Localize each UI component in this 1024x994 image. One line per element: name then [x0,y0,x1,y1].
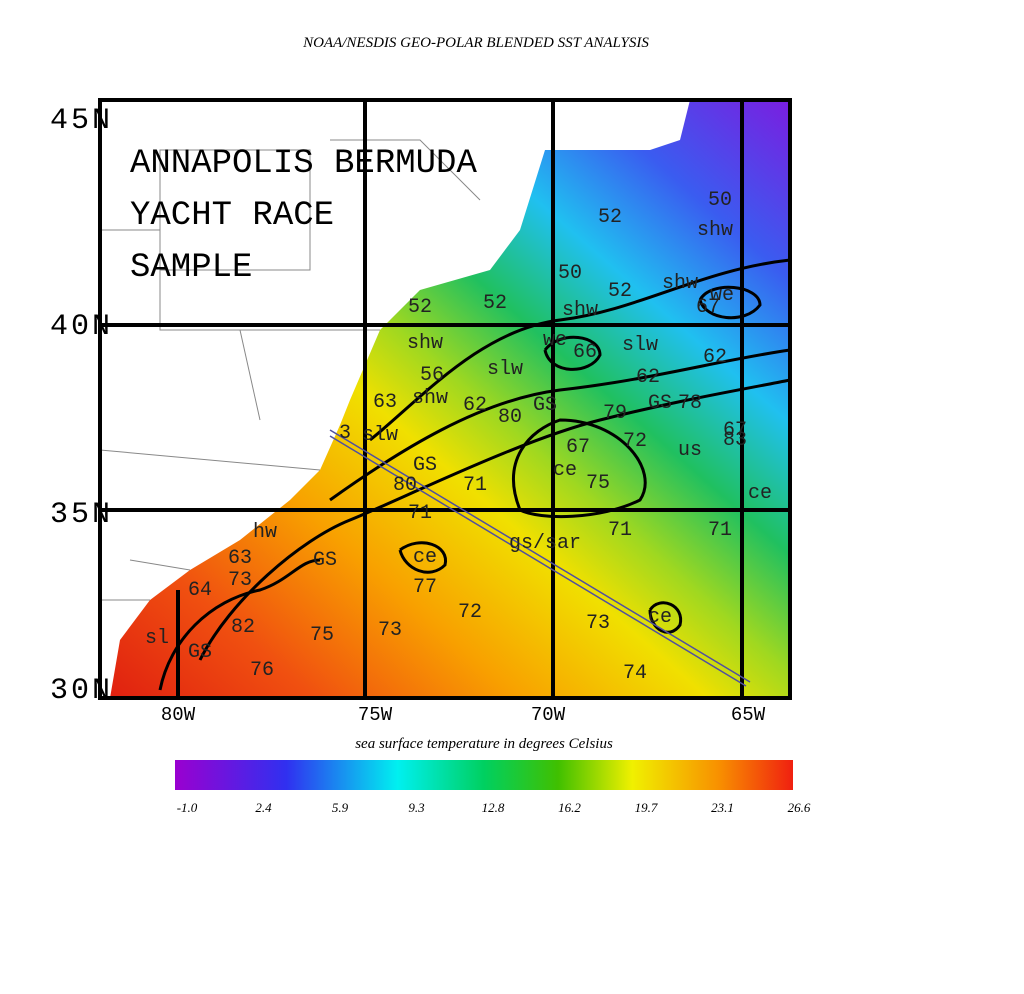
contour-label: shw [697,219,733,242]
contour-label: 71 [463,474,487,497]
contour-label: 76 [250,659,274,682]
ocean [110,100,790,698]
latitude-label: 45N [50,104,113,138]
colorbar-label: 26.6 [788,800,811,815]
contour-label: 52 [483,292,507,315]
grid [100,100,790,698]
contour-label: we [543,329,567,352]
colorbar-label: 23.1 [711,800,734,815]
latitude-label: 40N [50,310,113,344]
colorbar-label: 12.8 [482,800,505,815]
colorbar-label: 5.9 [332,800,349,815]
longitude-label: 75W [358,704,393,726]
contour-label: 64 [188,579,212,602]
contour-label: 63 [228,547,252,570]
longitude-label: 80W [161,704,196,726]
axis-labels: 45N 40N 35N 30N 80W 75W 70W 65W [50,104,766,726]
colorbar-label: 16.2 [558,800,581,815]
contour-label: 80 [393,474,417,497]
contour-label: hw [253,521,277,544]
colorbar-labels: -1.0 2.4 5.9 9.3 12.8 16.2 19.7 23.1 26.6 [177,800,811,815]
contour-label: 50 [708,189,732,212]
title: NOAA/NESDIS GEO-POLAR BLENDED SST ANALYS… [302,35,649,51]
contour-label: 83 [723,429,747,452]
contour-label: 78 [678,392,702,415]
colorbar-title: sea surface temperature in degrees Celsi… [355,736,613,752]
contour-label: 72 [458,601,482,624]
contour-label: 73 [586,612,610,635]
contour-label: 79 [603,402,627,425]
overlay-line: ANNAPOLIS BERMUDA [130,145,477,183]
contour-label: shw [562,299,598,322]
contour-label: ce [553,459,577,482]
contour-label: 74 [623,662,647,685]
contour-label: 82 [231,616,255,639]
contour-label: sl [145,627,169,650]
contour-label: 71 [608,519,632,542]
contour-label: GS [313,549,337,572]
contour-label: GS [188,641,212,664]
overlay-line: SAMPLE [130,249,252,287]
contour-label: ce [748,482,772,505]
contour-label: us [678,439,702,462]
contour-label: slw [622,334,658,357]
contour-label: 66 [573,341,597,364]
contour-label: shw [412,387,448,410]
contour-label: 71 [408,502,432,525]
contour-label: shw [662,272,698,295]
frame [98,98,792,700]
contour-label: 52 [608,280,632,303]
latitude-label: 35N [50,498,113,532]
contours [158,258,791,691]
colorbar-label: -1.0 [177,800,198,815]
contour-label: GS [533,394,557,417]
contour-label: 71 [708,519,732,542]
contour-label: GS [413,454,437,477]
longitude-label: 70W [531,704,566,726]
contour-label: 67 [566,436,590,459]
colorbar-label: 2.4 [255,800,272,815]
longitude-label: 65W [731,704,766,726]
overlay-line: YACHT RACE [130,197,334,235]
contour-label: ce [648,606,672,629]
race-route [329,429,751,687]
contour-label: ce [413,546,437,569]
contour-label: 3 [339,422,351,445]
contour-label: 73 [228,569,252,592]
contour-label: 52 [408,296,432,319]
contour-label: 50 [558,262,582,285]
contour-label: 72 [623,430,647,453]
contour-label: 63 [373,391,397,414]
contour-label: 56 [420,364,444,387]
contour-label: 75 [310,624,334,647]
contour-label: GS [648,392,672,415]
contour-label: 62 [636,366,660,389]
contour-label: we [710,284,734,307]
contour-label: slw [362,424,398,447]
contour-label: 62 [463,394,487,417]
colorbar [175,760,793,790]
contour-label: 67 [723,419,747,442]
contour-label: shw [407,332,443,355]
contour-label: slw [487,358,523,381]
contour-label: 73 [378,619,402,642]
contour-label: 80 [498,406,522,429]
contour-label: 77 [413,576,437,599]
contour-label: 52 [598,206,622,229]
colorbar-label: 9.3 [408,800,425,815]
contour-label: gs/sar [509,532,581,555]
colorbar-label: 19.7 [635,800,658,815]
latitude-label: 30N [50,674,113,708]
contour-label: 67 [696,296,720,319]
overlay-text: ANNAPOLIS BERMUDA YACHT RACE SAMPLE [130,145,477,287]
contour-label: 62 [703,346,727,369]
contour-label: 75 [586,472,610,495]
